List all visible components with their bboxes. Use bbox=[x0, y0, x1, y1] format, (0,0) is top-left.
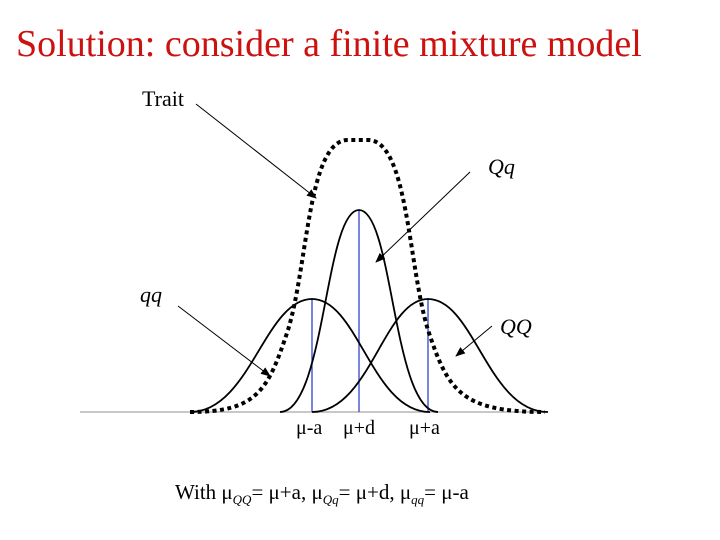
tick-label-plus-d: μ+d bbox=[343, 417, 375, 439]
qq-pointer-arrow bbox=[177, 305, 271, 377]
caption-sub-Qq: Qq bbox=[322, 492, 339, 507]
caption-sub-QQ: QQ bbox=[232, 492, 252, 507]
caption-Qq-value: = μ+d, bbox=[338, 480, 400, 504]
genotype-means-caption: With μQQ= μ+a, μQq= μ+d, μqq= μ-a bbox=[175, 480, 469, 508]
qq-component-curve bbox=[189, 298, 431, 413]
slide-title: Solution: consider a finite mixture mode… bbox=[16, 23, 642, 65]
caption-mu-Qq: μ bbox=[311, 480, 323, 504]
trait-pointer-arrow bbox=[195, 103, 317, 199]
caption-prefix: With bbox=[175, 480, 222, 504]
Qq-pointer-arrow bbox=[375, 171, 471, 263]
qq-label: qq bbox=[140, 282, 162, 307]
Qq-label: Qq bbox=[488, 154, 515, 179]
QQ-label: QQ bbox=[500, 314, 532, 339]
caption-QQ-value: = μ+a, bbox=[251, 480, 312, 504]
QQ-component-curve bbox=[311, 298, 549, 413]
caption-sub-qq: qq bbox=[411, 492, 425, 507]
caption-mu-QQ: μ bbox=[221, 480, 233, 504]
tick-label-minus-a: μ-a bbox=[296, 417, 322, 439]
caption-mu-qq: μ bbox=[399, 480, 412, 504]
caption-qq-value: = μ-a bbox=[424, 480, 469, 504]
mixture-density-curve bbox=[189, 138, 546, 414]
trait-label: Trait bbox=[142, 86, 184, 111]
Qq-component-curve bbox=[279, 209, 439, 413]
tick-label-plus-a: μ+a bbox=[409, 417, 440, 439]
QQ-pointer-arrow bbox=[455, 325, 493, 357]
